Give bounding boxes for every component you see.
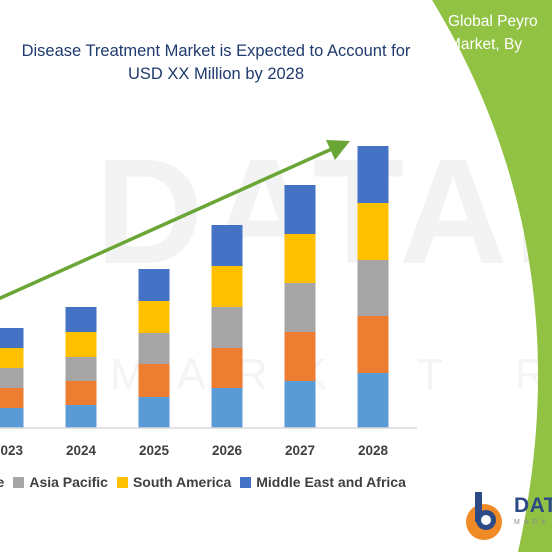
- bar-segment-2024-0: [65, 405, 97, 428]
- x-tick-label: 2027: [285, 443, 315, 458]
- trend-arrow: [0, 140, 350, 301]
- x-tick-label: 2028: [358, 443, 389, 458]
- legend-label: pe: [0, 474, 5, 490]
- bar-segment-2024-3: [65, 332, 97, 357]
- bar-segment-2027-4: [284, 185, 316, 234]
- bar-segment-2024-1: [65, 381, 97, 405]
- bar-segment-2027-3: [284, 234, 316, 283]
- bar-segment-2026-1: [211, 348, 243, 388]
- logo-wordmark: DATA: [514, 494, 552, 517]
- bar-segment-2023-4: [0, 328, 24, 348]
- watermark-subtext: MARKET RES: [110, 350, 552, 400]
- x-tick-labels: 2023 2024 2025 2026 2027 2028: [0, 443, 389, 458]
- legend-item: pe: [0, 474, 4, 490]
- chart-title-line2: USD XX Million by 2028: [127, 65, 305, 83]
- bar-segment-2026-0: [211, 388, 243, 428]
- legend-label: South America: [132, 474, 232, 490]
- bar-segment-2024-2: [65, 357, 97, 381]
- bar-segment-2025-0: [138, 397, 170, 428]
- trend-arrow-shaft: [0, 146, 335, 301]
- bar-segment-2025-4: [138, 269, 170, 301]
- legend-item: South America: [116, 474, 232, 490]
- bar-segment-2027-0: [284, 381, 316, 428]
- bar-segment-2025-3: [138, 301, 170, 333]
- bar-segment-2027-1: [284, 332, 316, 381]
- bar-segment-2028-3: [357, 203, 389, 260]
- legend-item: Asia Pacific: [13, 474, 108, 490]
- chart-legend: pe Asia Pacific South America Middle East a…: [0, 472, 415, 492]
- bar-segment-2023-2: [0, 368, 24, 388]
- bar-segment-2028-4: [357, 146, 389, 203]
- legend-label: Middle East and Africa: [256, 474, 406, 490]
- panel-title: Global Peyro Market, By: [448, 10, 552, 56]
- legend-swatch: [13, 476, 25, 488]
- bar-segment-2025-1: [138, 364, 170, 397]
- bar-segment-2024-4: [65, 307, 97, 332]
- trend-arrow-head: [326, 140, 350, 160]
- x-tick-label: 2023: [0, 443, 24, 458]
- legend-swatch: [240, 476, 252, 488]
- bar-segment-2027-2: [284, 283, 316, 332]
- chart-title-line1: Disease Treatment Market is Expected to …: [21, 42, 411, 60]
- bar-segment-2028-2: [357, 260, 389, 316]
- legend-item: Middle East and Africa: [240, 474, 406, 490]
- panel-title-line2: Market, By: [448, 36, 523, 53]
- watermark-text: DATABRI: [95, 125, 552, 298]
- chart-title: Disease Treatment Market is Expected to …: [0, 40, 476, 86]
- bar-segment-2028-1: [357, 316, 389, 373]
- bar-segment-2026-2: [211, 307, 243, 348]
- bar-segment-2025-2: [138, 333, 170, 364]
- legend-label: Asia Pacific: [29, 474, 108, 490]
- bar-segment-2023-1: [0, 388, 24, 408]
- bar-group: [0, 146, 389, 428]
- bar-segment-2028-0: [357, 373, 389, 428]
- bar-segment-2026-4: [211, 225, 243, 266]
- green-panel-shape: [432, 0, 552, 552]
- bar-segment-2023-3: [0, 348, 24, 368]
- logo-stem: [475, 492, 482, 522]
- bar-segment-2023-0: [0, 408, 24, 428]
- x-tick-label: 2024: [66, 443, 97, 458]
- bar-segment-2026-3: [211, 266, 243, 307]
- legend-swatch: [116, 476, 128, 488]
- logo-subtext: MARK: [514, 519, 551, 526]
- x-tick-label: 2026: [212, 443, 243, 458]
- x-tick-label: 2025: [139, 443, 170, 458]
- logo-bowl-hole: [481, 515, 491, 525]
- company-logo-icon: [466, 492, 502, 540]
- panel-title-line1: Global Peyro: [448, 13, 538, 30]
